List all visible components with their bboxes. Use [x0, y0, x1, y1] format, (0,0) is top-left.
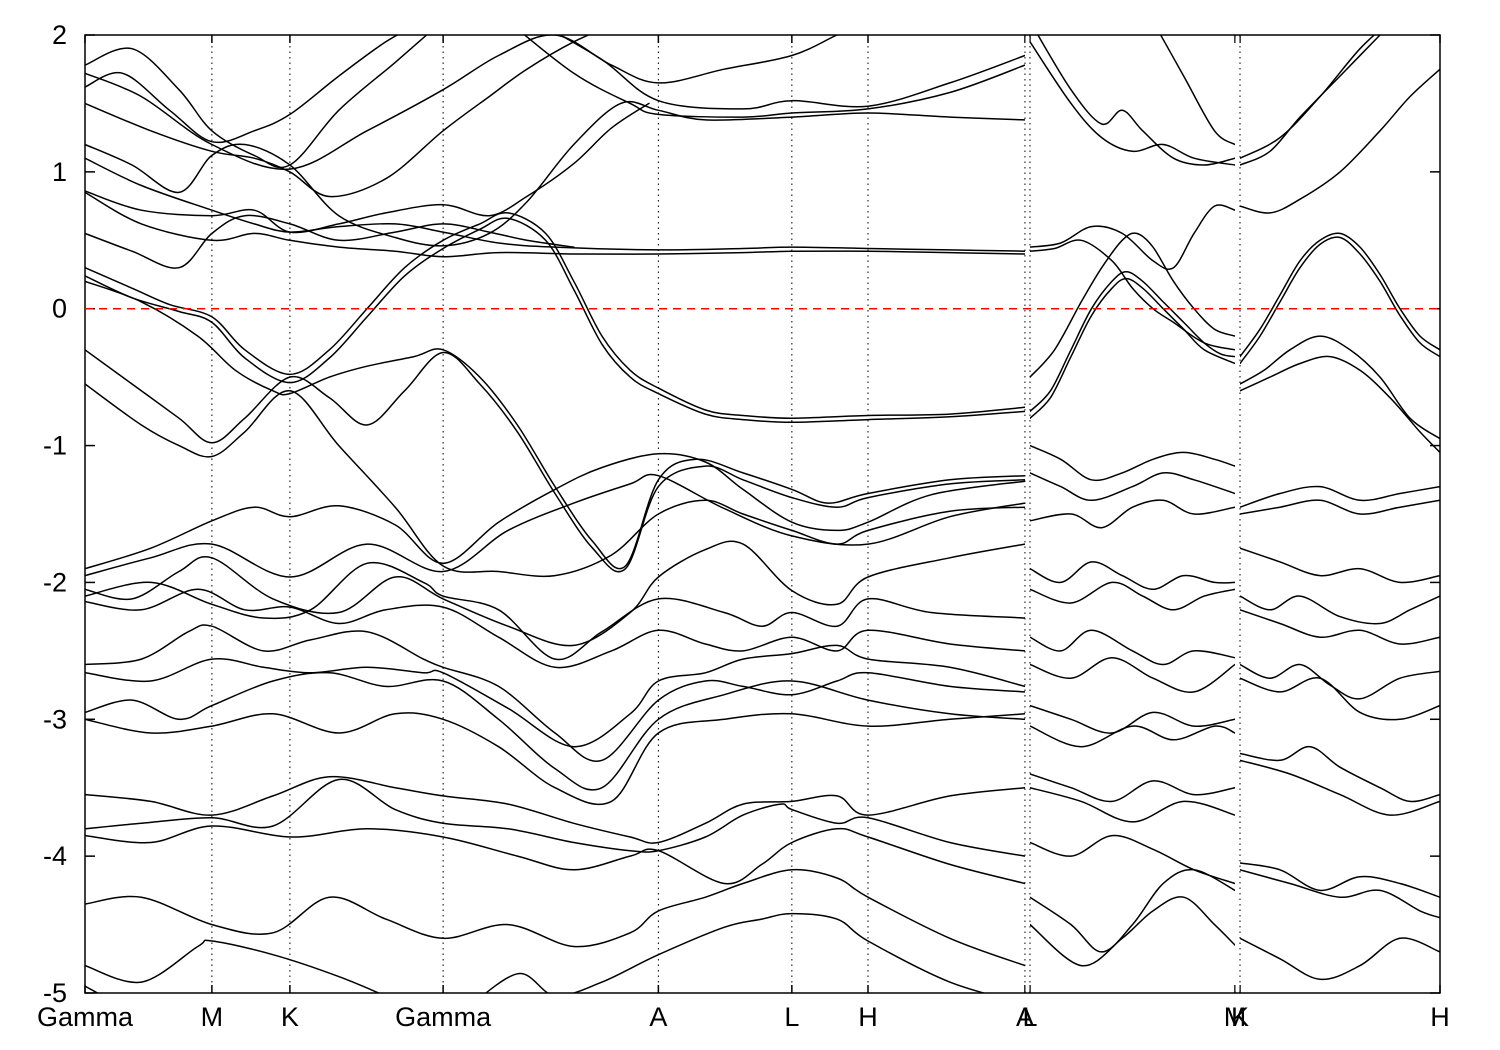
band-curve — [1240, 677, 1440, 721]
band-curve — [1029, 239, 1235, 351]
band-curve — [1029, 471, 1235, 502]
x-axis-label: K — [1231, 1002, 1249, 1032]
band-curve — [85, 778, 1025, 857]
y-axis-label: 1 — [52, 157, 67, 187]
band-curve — [85, 473, 1025, 578]
y-axis-label: -3 — [43, 704, 67, 734]
band-curve — [85, 825, 1025, 885]
panel-separator — [1235, 36, 1240, 992]
x-axis-label: A — [649, 1002, 667, 1032]
band-curve — [1029, 773, 1235, 803]
band-curve — [85, 191, 1025, 258]
band-curve — [1240, 485, 1440, 508]
band-curve — [85, 35, 428, 169]
band-curve — [85, 217, 1025, 424]
band-curve — [85, 349, 1025, 573]
band-curve — [1029, 629, 1235, 666]
band-curve — [85, 985, 100, 993]
band-curve — [1037, 35, 1235, 166]
x-axis-label: L — [784, 1002, 799, 1032]
band-curve — [1240, 355, 1440, 454]
band-curve — [1029, 896, 1235, 967]
band-curve — [85, 671, 1025, 791]
band-curve — [1240, 335, 1440, 440]
x-axis-label: M — [1224, 1002, 1247, 1032]
band-curve — [85, 644, 1025, 748]
plot-border — [84, 34, 1441, 994]
band-curve — [85, 939, 381, 993]
x-axis-label: L — [1022, 1002, 1037, 1032]
band-curve — [1240, 663, 1440, 700]
band-curve — [1240, 232, 1440, 358]
band-curve — [558, 35, 1025, 110]
band-curve — [1029, 271, 1235, 413]
band-curve — [85, 157, 1025, 252]
band-curve — [1029, 204, 1235, 271]
band-curve — [484, 912, 986, 993]
band-curve — [85, 624, 1025, 762]
band-curve — [1029, 725, 1235, 748]
band-curve — [85, 280, 1025, 570]
x-axis-label: M — [201, 1002, 224, 1032]
band-curve — [85, 211, 1025, 419]
band-curve — [85, 214, 575, 269]
band-curve — [85, 102, 650, 234]
band-curve — [1240, 236, 1440, 365]
x-axis-label: H — [1430, 1002, 1450, 1032]
x-axis-label: H — [858, 1002, 878, 1032]
y-axis-label: -1 — [43, 431, 67, 461]
x-axis-label: Gamma — [37, 1002, 134, 1032]
band-curve — [1240, 499, 1440, 515]
band-curve — [1029, 444, 1235, 482]
band-curve — [1029, 868, 1235, 953]
band-curve — [85, 383, 1025, 578]
band-curve — [1240, 595, 1440, 625]
band-curve — [1240, 869, 1440, 919]
y-axis-label: 0 — [52, 294, 67, 324]
band-curve — [1240, 547, 1440, 584]
band-curve — [85, 775, 1025, 844]
panel-separator — [1025, 36, 1030, 992]
y-axis-label: -5 — [43, 978, 67, 1008]
band-curve — [1240, 35, 1382, 166]
band-curve — [1240, 35, 1376, 159]
band-curve — [1029, 656, 1235, 693]
band-curve — [85, 452, 1025, 570]
y-axis-label: -2 — [43, 567, 67, 597]
band-curve — [1240, 68, 1440, 214]
band-curve — [85, 35, 399, 144]
x-axis-label: Gamma — [395, 1002, 492, 1032]
band-curve — [1240, 759, 1440, 816]
band-curve — [1029, 561, 1235, 591]
x-axis-label: K — [281, 1002, 299, 1032]
band-curve — [1029, 581, 1235, 611]
band-curve — [85, 561, 1025, 661]
band-curve — [1029, 704, 1235, 734]
band-curve — [85, 540, 1025, 647]
band-curve — [523, 35, 1025, 118]
band-curve — [85, 868, 1025, 967]
band-curve — [1029, 277, 1235, 419]
band-curve — [1029, 834, 1235, 885]
band-curve — [1029, 232, 1235, 378]
band-curve — [1029, 786, 1235, 823]
band-curve — [1240, 609, 1440, 645]
band-curve — [85, 35, 839, 171]
band-curve — [85, 588, 1025, 669]
x-axis-label: A — [1016, 1002, 1034, 1032]
band-curve — [1029, 41, 1235, 166]
band-curve — [1240, 745, 1440, 803]
band-curve — [85, 712, 1025, 806]
band-curve — [1240, 937, 1440, 981]
band-curve — [85, 35, 591, 198]
band-curve — [85, 100, 1025, 247]
band-curve — [1240, 862, 1440, 898]
band-curve — [1029, 499, 1235, 529]
y-axis-label: -4 — [43, 841, 67, 871]
band-curve — [1159, 35, 1235, 146]
y-axis-label: 2 — [52, 20, 67, 50]
